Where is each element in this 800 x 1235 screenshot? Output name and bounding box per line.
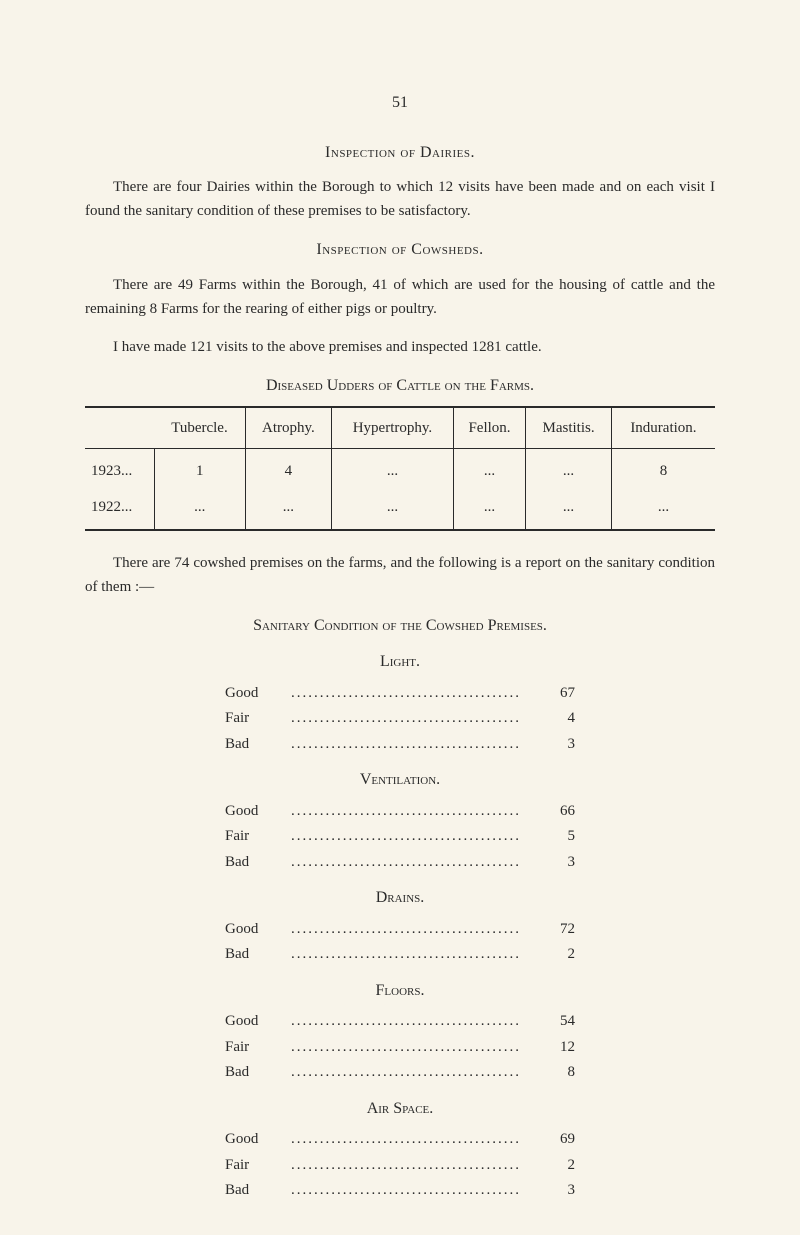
condition-value: 66: [540, 799, 575, 825]
table-header-atrophy: Atrophy.: [245, 407, 332, 449]
condition-dots: ........................................: [285, 732, 540, 758]
condition-category-heading: Floors.: [85, 978, 715, 1004]
condition-value: 2: [540, 942, 575, 968]
condition-row: Good....................................…: [225, 799, 575, 825]
table-header-mastitis: Mastitis.: [526, 407, 612, 449]
condition-dots: ........................................: [285, 799, 540, 825]
udders-table-title: Diseased Udders of Cattle on the Farms.: [85, 373, 715, 399]
condition-dots: ........................................: [285, 681, 540, 707]
condition-dots: ........................................: [285, 1153, 540, 1179]
dairies-heading: Inspection of Dairies.: [85, 140, 715, 166]
condition-row: Bad.....................................…: [225, 942, 575, 968]
condition-label: Fair: [225, 706, 285, 732]
table-header-row: Tubercle. Atrophy. Hypertrophy. Fellon. …: [85, 407, 715, 449]
table-header-induration: Induration.: [611, 407, 715, 449]
condition-value: 3: [540, 850, 575, 876]
condition-value: 12: [540, 1035, 575, 1061]
condition-list: Light. Good..............................…: [85, 649, 715, 1204]
condition-label: Bad: [225, 1178, 285, 1204]
condition-value: 72: [540, 917, 575, 943]
condition-dots: ........................................: [285, 1060, 540, 1086]
condition-title: Sanitary Condition of the Cowshed Premis…: [85, 613, 715, 639]
condition-row: Good....................................…: [225, 1127, 575, 1153]
dairies-paragraph: There are four Dairies within the Boroug…: [85, 175, 715, 223]
atrophy-cell: ...: [245, 489, 332, 530]
condition-row: Fair....................................…: [225, 1153, 575, 1179]
condition-value: 54: [540, 1009, 575, 1035]
cowsheds-heading: Inspection of Cowsheds.: [85, 237, 715, 263]
condition-value: 8: [540, 1060, 575, 1086]
table-header-hypertrophy: Hypertrophy.: [332, 407, 454, 449]
condition-row: Bad.....................................…: [225, 732, 575, 758]
condition-value: 4: [540, 706, 575, 732]
condition-label: Bad: [225, 942, 285, 968]
fellon-cell: ...: [453, 449, 525, 490]
condition-value: 2: [540, 1153, 575, 1179]
condition-label: Fair: [225, 1153, 285, 1179]
table-header-tubercle: Tubercle.: [154, 407, 245, 449]
condition-row: Good....................................…: [225, 681, 575, 707]
condition-category-heading: Ventilation.: [85, 767, 715, 793]
hypertrophy-cell: ...: [332, 489, 454, 530]
condition-dots: ........................................: [285, 1178, 540, 1204]
condition-row: Fair....................................…: [225, 706, 575, 732]
condition-label: Bad: [225, 1060, 285, 1086]
condition-value: 3: [540, 1178, 575, 1204]
tubercle-cell: 1: [154, 449, 245, 490]
induration-cell: 8: [611, 449, 715, 490]
condition-label: Good: [225, 799, 285, 825]
condition-dots: ........................................: [285, 1035, 540, 1061]
condition-label: Good: [225, 1127, 285, 1153]
table-row: 1922... ... ... ... ... ... ...: [85, 489, 715, 530]
condition-value: 69: [540, 1127, 575, 1153]
condition-dots: ........................................: [285, 824, 540, 850]
mastitis-cell: ...: [526, 449, 612, 490]
year-cell: 1922...: [85, 489, 154, 530]
condition-row: Good....................................…: [225, 1009, 575, 1035]
page-number: 51: [85, 90, 715, 116]
visits-paragraph: I have made 121 visits to the above prem…: [85, 335, 715, 359]
condition-dots: ........................................: [285, 942, 540, 968]
condition-value: 67: [540, 681, 575, 707]
diseased-udders-table: Tubercle. Atrophy. Hypertrophy. Fellon. …: [85, 406, 715, 531]
condition-label: Bad: [225, 850, 285, 876]
condition-row: Fair....................................…: [225, 824, 575, 850]
condition-label: Good: [225, 681, 285, 707]
table-row: 1923... 1 4 ... ... ... 8: [85, 449, 715, 490]
tubercle-cell: ...: [154, 489, 245, 530]
condition-row: Bad.....................................…: [225, 1178, 575, 1204]
condition-dots: ........................................: [285, 917, 540, 943]
condition-category-heading: Light.: [85, 649, 715, 675]
fellon-cell: ...: [453, 489, 525, 530]
condition-value: 3: [540, 732, 575, 758]
condition-dots: ........................................: [285, 850, 540, 876]
condition-label: Good: [225, 1009, 285, 1035]
atrophy-cell: 4: [245, 449, 332, 490]
premises-intro: There are 74 cowshed premises on the far…: [85, 551, 715, 599]
condition-dots: ........................................: [285, 1009, 540, 1035]
mastitis-cell: ...: [526, 489, 612, 530]
condition-label: Bad: [225, 732, 285, 758]
condition-label: Good: [225, 917, 285, 943]
condition-dots: ........................................: [285, 706, 540, 732]
induration-cell: ...: [611, 489, 715, 530]
condition-category-heading: Drains.: [85, 885, 715, 911]
condition-row: Bad.....................................…: [225, 850, 575, 876]
condition-value: 5: [540, 824, 575, 850]
table-header-blank: [85, 407, 154, 449]
condition-label: Fair: [225, 824, 285, 850]
condition-dots: ........................................: [285, 1127, 540, 1153]
table-header-fellon: Fellon.: [453, 407, 525, 449]
year-cell: 1923...: [85, 449, 154, 490]
hypertrophy-cell: ...: [332, 449, 454, 490]
condition-category-heading: Air Space.: [85, 1096, 715, 1122]
cowsheds-paragraph: There are 49 Farms within the Borough, 4…: [85, 273, 715, 321]
condition-row: Fair....................................…: [225, 1035, 575, 1061]
condition-row: Good....................................…: [225, 917, 575, 943]
condition-row: Bad.....................................…: [225, 1060, 575, 1086]
condition-label: Fair: [225, 1035, 285, 1061]
